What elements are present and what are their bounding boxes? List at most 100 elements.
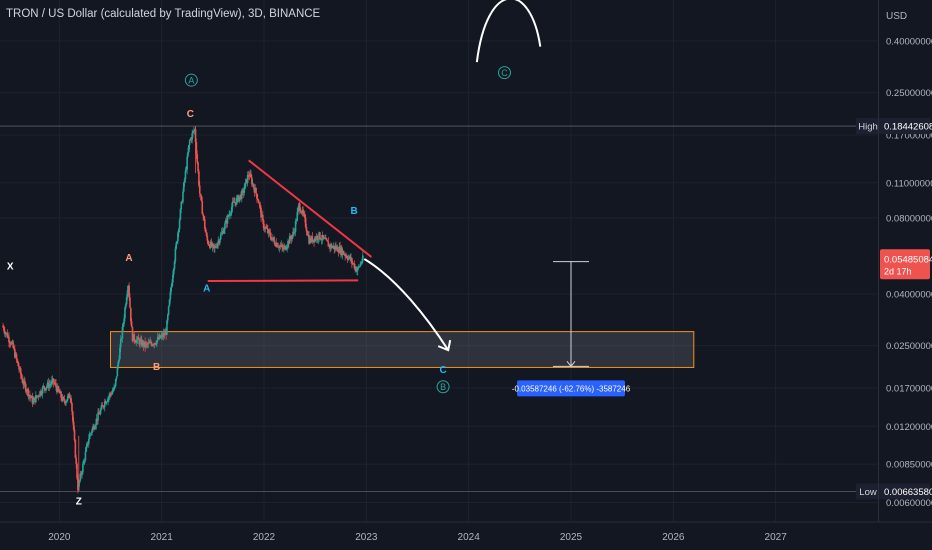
- candle-body: [131, 327, 134, 342]
- candle-body: [305, 227, 308, 232]
- candle-body: [35, 395, 37, 403]
- candle-body: [298, 203, 301, 211]
- candle-body: [97, 412, 99, 421]
- candle-body: [341, 250, 344, 256]
- wave-label-b: B: [153, 362, 160, 373]
- candle-body: [16, 359, 19, 362]
- candle-body: [308, 235, 310, 244]
- candle-body: [231, 201, 234, 208]
- candle-body: [65, 401, 67, 404]
- candle-body: [333, 245, 336, 250]
- candle-body: [296, 212, 299, 221]
- candle-body: [187, 152, 189, 157]
- candle-body: [197, 162, 199, 172]
- candle-body: [256, 193, 258, 199]
- candle-body: [92, 426, 94, 429]
- candle-body: [292, 231, 294, 236]
- candle-body: [88, 434, 91, 439]
- candle-body: [304, 214, 306, 218]
- candle-body: [57, 386, 60, 391]
- candle-body: [229, 214, 231, 216]
- candle-body: [232, 201, 235, 203]
- candle-body: [358, 266, 361, 268]
- wave-circle-label-b: B: [440, 382, 446, 392]
- candle-body: [154, 343, 157, 345]
- candle-body: [338, 246, 341, 253]
- candle-body: [361, 261, 363, 264]
- candle-body: [294, 221, 297, 232]
- candle-body: [172, 274, 174, 283]
- candle-body: [3, 330, 6, 334]
- candle-body: [267, 228, 269, 233]
- candle-body: [353, 263, 356, 269]
- candle-body: [334, 246, 336, 250]
- candle-body: [359, 263, 362, 267]
- candle-body: [303, 213, 305, 215]
- candle-body: [67, 393, 70, 396]
- y-tick-label: 0.17000000: [886, 131, 932, 142]
- candle-body: [63, 399, 66, 402]
- candle-body: [230, 213, 232, 215]
- candle-body: [277, 246, 279, 248]
- candle-body: [29, 394, 31, 397]
- projection-arrowhead: [437, 339, 452, 352]
- candle-body: [112, 390, 114, 392]
- candle-body: [153, 343, 156, 345]
- candle-body: [278, 245, 281, 248]
- candle-body: [55, 383, 57, 388]
- candle-body: [209, 245, 211, 248]
- candle-body: [329, 244, 331, 248]
- candle-body: [343, 254, 346, 256]
- candle-body: [251, 183, 254, 185]
- candle-body: [30, 396, 33, 398]
- candle-body: [246, 179, 248, 183]
- candle-body: [28, 394, 30, 397]
- candle-body: [233, 201, 236, 203]
- candle-body: [38, 396, 41, 397]
- candle-body: [123, 318, 125, 324]
- candle-body: [3, 327, 5, 331]
- candle-body: [222, 230, 225, 234]
- candle-body: [73, 429, 76, 441]
- candle-body: [311, 236, 314, 242]
- candle-body: [290, 238, 293, 240]
- candle-body: [356, 270, 358, 272]
- candle-body: [156, 340, 158, 345]
- candle-body: [109, 393, 112, 395]
- candle-body: [39, 391, 41, 397]
- candle-body: [52, 378, 55, 383]
- candle-body: [340, 247, 343, 256]
- candle-body: [62, 396, 65, 400]
- candle-body: [22, 382, 25, 385]
- candle-body: [114, 385, 116, 387]
- candle-body: [157, 337, 160, 340]
- candle-body: [115, 376, 118, 380]
- candle-body: [60, 391, 62, 398]
- candle-body: [103, 401, 106, 407]
- y-tick-label: 0.00600000: [886, 498, 932, 509]
- candle-body: [68, 393, 71, 399]
- high-tag-label: High: [858, 122, 878, 133]
- candle-body: [118, 359, 120, 362]
- candle-body: [191, 133, 193, 140]
- candle-body: [142, 341, 145, 347]
- candle-body: [27, 389, 30, 397]
- x-tick-label: 2022: [253, 532, 276, 543]
- wave-circle-label-c: C: [501, 68, 508, 78]
- candle-body: [79, 473, 82, 481]
- candle-body: [267, 230, 270, 233]
- candle-body: [340, 247, 342, 254]
- candle-body: [275, 242, 278, 247]
- candle-body: [325, 238, 328, 241]
- wave-label-x: X: [7, 261, 14, 272]
- candle-body: [282, 247, 285, 250]
- candle-body: [72, 411, 74, 422]
- candle-body: [134, 340, 136, 342]
- candle-body: [19, 368, 22, 375]
- candle-body: [319, 232, 321, 239]
- candle-body: [163, 333, 166, 336]
- candle-body: [219, 234, 222, 240]
- candle-body: [122, 323, 125, 327]
- candle-body: [262, 220, 265, 229]
